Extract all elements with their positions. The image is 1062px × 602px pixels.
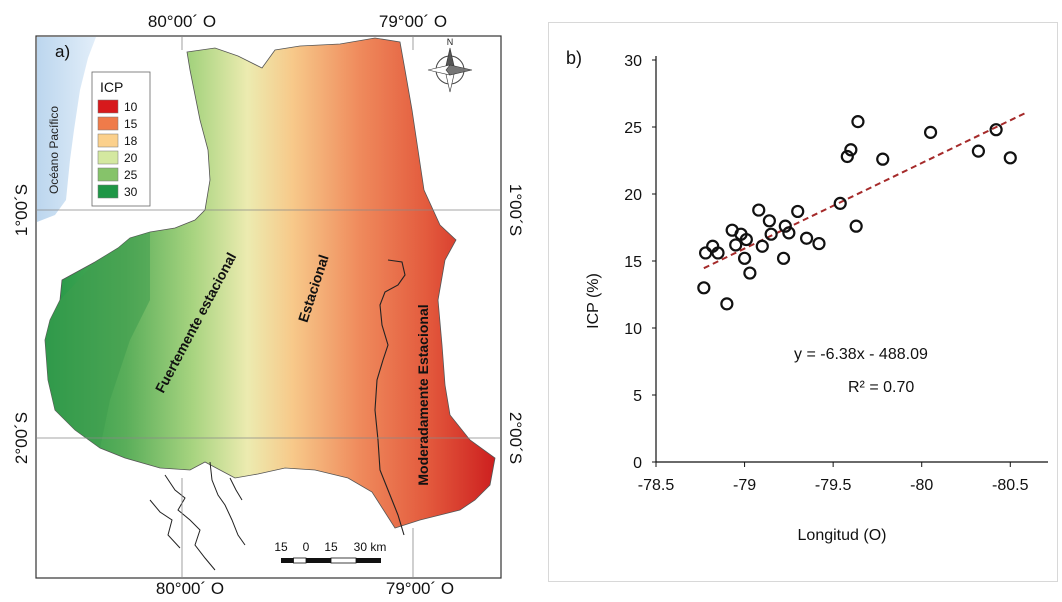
panel-a-label: a): [55, 42, 70, 61]
legend: ICP 10 15 18 20 25 30: [91, 71, 151, 207]
y-tick-label: 5: [633, 388, 642, 405]
y-tick-label: 10: [624, 321, 642, 338]
trend-equation: y = -6.38x - 488.09: [794, 346, 928, 363]
scale-bar: 15 0 15 30 km: [274, 540, 387, 564]
scale-tick-1: 0: [303, 540, 310, 554]
legend-swatch: [97, 184, 119, 199]
legend-label: 20: [124, 151, 138, 165]
legend-swatch: [97, 116, 119, 131]
chart-panel: b) 0 5 10 15 20 25 30 -78.5 -79 -79.5 -80 -80.5 y =…: [548, 22, 1058, 582]
data-point: [876, 152, 890, 166]
x-tick-label: -79.5: [815, 477, 852, 494]
north-label: N: [447, 37, 454, 47]
data-point: [764, 227, 778, 241]
data-point: [782, 226, 796, 240]
y-axis-label: ICP (%): [585, 273, 602, 329]
data-point: [851, 115, 865, 129]
y-tick-label: 0: [633, 455, 642, 472]
scatter-chart: b) 0 5 10 15 20 25 30 -78.5 -79 -79.5 -80 -80.5 y =…: [548, 22, 1058, 582]
data-point: [799, 231, 814, 245]
legend-label: 15: [124, 117, 138, 131]
legend-label: 30: [124, 185, 138, 199]
y-tick-label: 15: [624, 254, 642, 271]
legend-swatch: [97, 133, 119, 148]
data-point: [840, 149, 854, 164]
coord-right-upper: 1°00´S: [506, 184, 525, 236]
coord-left-upper: 1°00´S: [12, 184, 31, 236]
data-point: [844, 143, 858, 157]
coastline: [149, 461, 246, 571]
legend-label: 25: [124, 168, 138, 182]
data-point: [791, 204, 805, 219]
data-point: [743, 266, 757, 280]
data-point: [752, 203, 766, 217]
x-tick-label: -78.5: [638, 477, 675, 494]
data-point: [776, 251, 791, 265]
coord-bottom-right: 79°00´ O: [386, 579, 454, 597]
data-point: [1003, 151, 1017, 165]
x-tick-label: -80: [910, 477, 933, 494]
x-tick-label: -79: [733, 477, 756, 494]
data-point: [737, 251, 752, 265]
legend-swatch: [97, 150, 119, 165]
x-axis-label: Longitud (O): [798, 527, 887, 544]
data-point: [762, 214, 776, 228]
legend-label: 10: [124, 100, 138, 114]
map-svg: 80°00´ O 79°00´ O 80°00´ O 79°00´ O 1°00…: [12, 12, 525, 598]
coord-bottom-left: 80°00´ O: [156, 579, 224, 597]
data-point: [711, 246, 725, 260]
graticule: [36, 36, 501, 578]
legend-swatch: [97, 99, 119, 114]
data-point: [923, 125, 938, 139]
legend-title: ICP: [100, 79, 123, 95]
ocean-area: [37, 37, 96, 222]
coord-left-lower: 2°00´S: [12, 412, 31, 464]
data-point: [697, 281, 711, 295]
legend-swatch: [97, 167, 119, 182]
scale-tick-3: 30 km: [354, 540, 387, 554]
data-point: [849, 219, 863, 233]
coord-top-right: 79°00´ O: [379, 12, 447, 31]
x-tick-label: -80.5: [992, 477, 1029, 494]
trend-r2: R² = 0.70: [848, 379, 914, 396]
map-panel: 80°00´ O 79°00´ O 80°00´ O 79°00´ O 1°00…: [0, 0, 525, 598]
coord-top-left: 80°00´ O: [148, 12, 216, 31]
chart-frame: [548, 22, 1058, 582]
coord-right-lower: 2°00´S: [506, 412, 525, 464]
data-point: [739, 232, 753, 247]
zone-label-moderate: Moderadamente Estacional: [415, 304, 431, 485]
north-arrow-icon: N: [427, 37, 473, 93]
panel-b-label: b): [566, 48, 582, 68]
data-point: [812, 236, 826, 251]
data-point: [971, 144, 985, 158]
scale-tick-2: 15: [324, 540, 338, 554]
data-point: [989, 123, 1003, 137]
legend-label: 18: [124, 134, 138, 148]
y-tick-label: 20: [624, 187, 642, 204]
data-point: [778, 219, 792, 233]
ocean-label: Océano Pacífico: [47, 106, 61, 194]
data-point: [833, 196, 847, 210]
data-point: [755, 239, 769, 253]
y-tick-label: 30: [624, 53, 642, 70]
data-point: [699, 246, 713, 260]
data-point: [720, 297, 734, 311]
high-icp-patch: [45, 232, 150, 448]
y-tick-label: 25: [624, 120, 642, 137]
data-point: [729, 238, 743, 252]
zone-boundary: [374, 259, 406, 536]
scale-tick-0: 15: [274, 540, 288, 554]
